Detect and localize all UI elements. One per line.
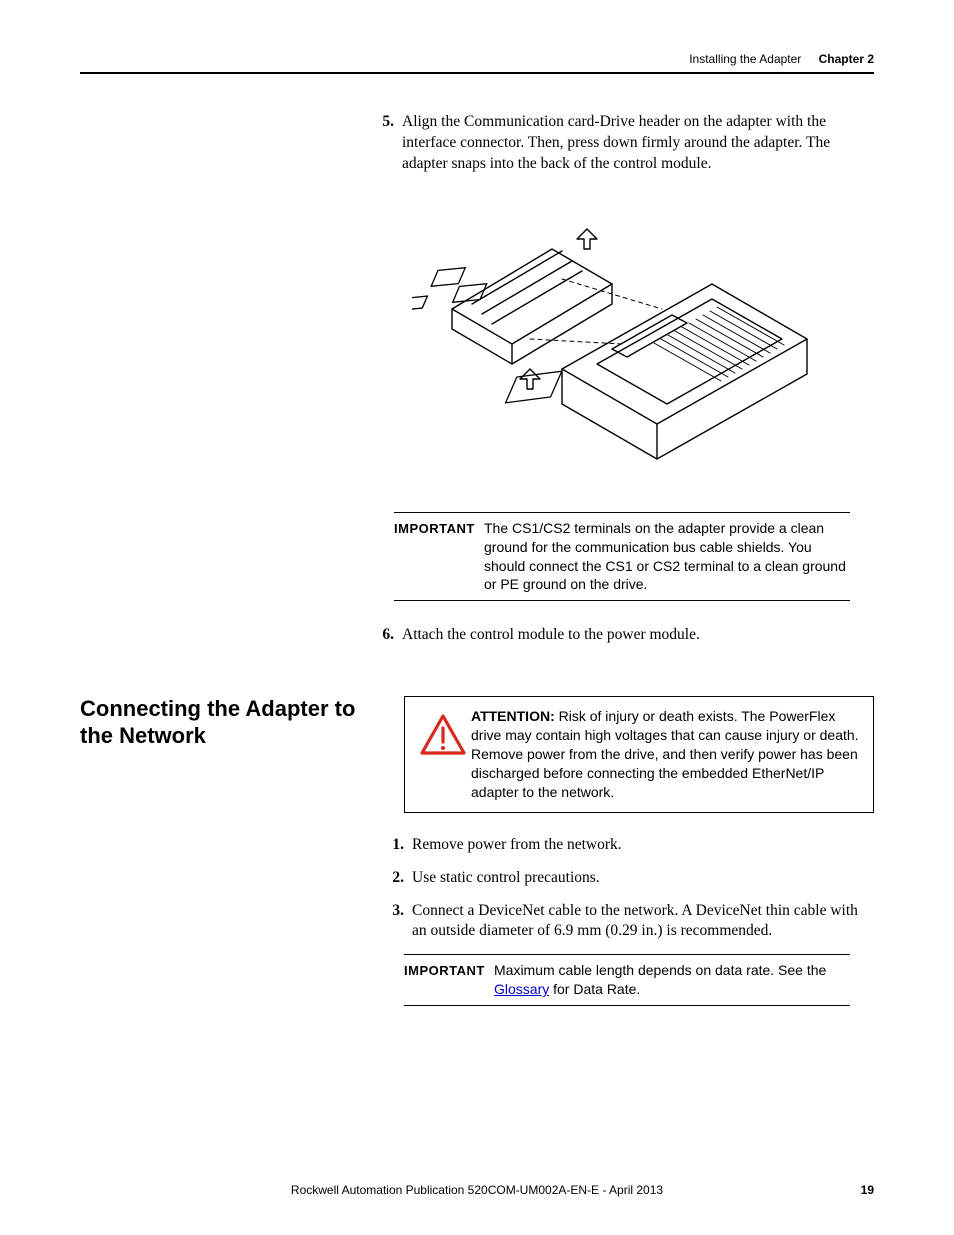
section-heading: Connecting the Adapter to the Network xyxy=(80,696,380,1030)
footer-page-number: 19 xyxy=(861,1183,874,1197)
step-6: 6. Attach the control module to the powe… xyxy=(370,625,874,646)
step-text: Align the Communication card-Drive heade… xyxy=(402,112,874,175)
important-label: IMPORTANT xyxy=(394,519,484,595)
attention-label: ATTENTION: xyxy=(471,708,559,724)
important-post: for Data Rate. xyxy=(549,981,640,997)
step-number: 5. xyxy=(370,112,394,175)
step-text: Use static control precautions. xyxy=(412,868,874,889)
attention-box: ATTENTION: Risk of injury or death exist… xyxy=(404,696,874,812)
warning-triangle-icon xyxy=(415,707,471,801)
header-section: Installing the Adapter xyxy=(689,52,801,66)
adapter-illustration xyxy=(412,189,832,489)
footer-publication: Rockwell Automation Publication 520COM-U… xyxy=(80,1183,874,1197)
net-step-3: 3. Connect a DeviceNet cable to the netw… xyxy=(380,901,874,943)
adapter-figure xyxy=(370,189,874,494)
important-text: The CS1/CS2 terminals on the adapter pro… xyxy=(484,519,850,595)
page-header: Installing the Adapter Chapter 2 xyxy=(80,52,874,74)
step-number: 3. xyxy=(380,901,404,943)
attention-text: ATTENTION: Risk of injury or death exist… xyxy=(471,707,861,801)
content-column: 5. Align the Communication card-Drive he… xyxy=(370,112,874,646)
step-number: 6. xyxy=(370,625,394,646)
important-pre: Maximum cable length depends on data rat… xyxy=(494,962,826,978)
step-text: Connect a DeviceNet cable to the network… xyxy=(412,901,874,943)
important-box-1: IMPORTANT The CS1/CS2 terminals on the a… xyxy=(394,512,850,602)
section-connecting: Connecting the Adapter to the Network AT… xyxy=(80,696,874,1030)
page: Installing the Adapter Chapter 2 5. Alig… xyxy=(0,0,954,1235)
step-text: Attach the control module to the power m… xyxy=(402,625,874,646)
step-number: 2. xyxy=(380,868,404,889)
important-label: IMPORTANT xyxy=(404,961,494,999)
net-step-2: 2. Use static control precautions. xyxy=(380,868,874,889)
step-text: Remove power from the network. xyxy=(412,835,874,856)
section-body: ATTENTION: Risk of injury or death exist… xyxy=(380,696,874,1030)
header-chapter: Chapter 2 xyxy=(819,52,874,66)
step-number: 1. xyxy=(380,835,404,856)
important-text: Maximum cable length depends on data rat… xyxy=(494,961,850,999)
step-5: 5. Align the Communication card-Drive he… xyxy=(370,112,874,175)
glossary-link[interactable]: Glossary xyxy=(494,981,549,997)
net-step-1: 1. Remove power from the network. xyxy=(380,835,874,856)
header-text: Installing the Adapter Chapter 2 xyxy=(80,52,874,66)
page-footer: Rockwell Automation Publication 520COM-U… xyxy=(80,1183,874,1197)
important-box-2: IMPORTANT Maximum cable length depends o… xyxy=(404,954,850,1006)
